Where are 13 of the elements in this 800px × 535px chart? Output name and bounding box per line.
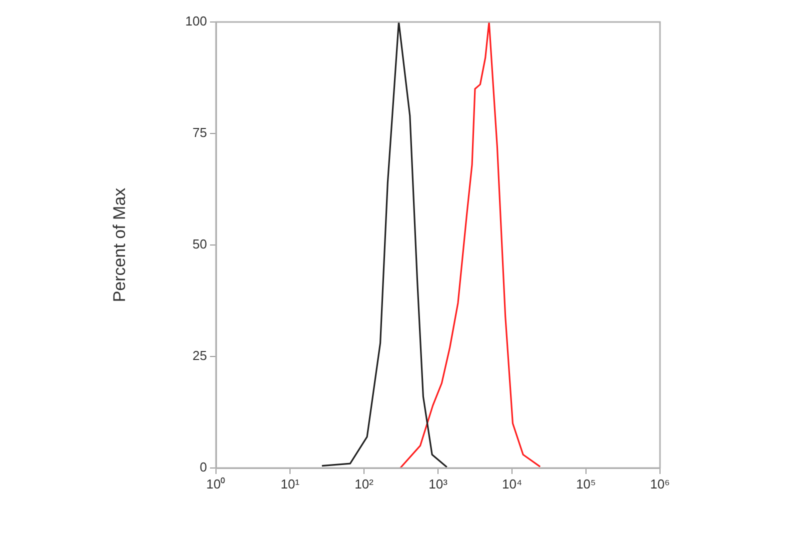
x-tick-label: 10² <box>354 476 374 492</box>
x-tick-label: 10¹ <box>280 476 300 492</box>
y-tick-label: 100 <box>185 14 207 29</box>
x-tick-label: 10⁶ <box>650 476 670 492</box>
y-tick-label: 0 <box>200 460 207 475</box>
x-tick-label: 10³ <box>428 476 448 492</box>
x-tick-label: 10⁵ <box>576 476 596 492</box>
x-tick-label: 10⁰ <box>206 476 226 492</box>
y-tick-label: 75 <box>192 125 207 140</box>
y-tick-label: 50 <box>192 236 207 252</box>
x-tick-label: 10⁴ <box>502 476 522 492</box>
y-tick-label: 25 <box>192 348 207 364</box>
y-axis-title: Percent of Max <box>110 187 129 302</box>
